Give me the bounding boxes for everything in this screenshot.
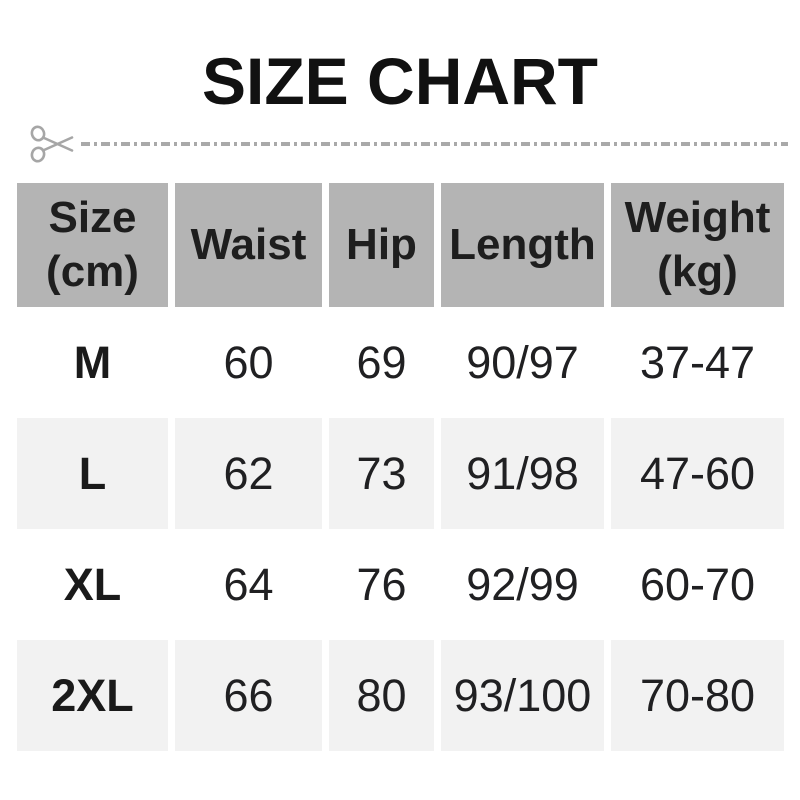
cell-m-size: M bbox=[17, 307, 168, 418]
header-cell-hip: Hip bbox=[329, 183, 434, 307]
cell-2xl-size: 2XL bbox=[17, 640, 168, 751]
cell-xl-weight: 60-70 bbox=[611, 529, 784, 640]
cell-xl-hip: 76 bbox=[329, 529, 434, 640]
header-cell-size: Size (cm) bbox=[17, 183, 168, 307]
cell-xl-size: XL bbox=[17, 529, 168, 640]
header-cell-length: Length bbox=[441, 183, 604, 307]
cell-l-length: 91/98 bbox=[441, 418, 604, 529]
size-chart-table: Size (cm) Waist Hip Length Weight (kg) M… bbox=[17, 183, 784, 751]
cell-m-weight: 37-47 bbox=[611, 307, 784, 418]
cell-2xl-length: 93/100 bbox=[441, 640, 604, 751]
cell-2xl-hip: 80 bbox=[329, 640, 434, 751]
cell-2xl-weight: 70-80 bbox=[611, 640, 784, 751]
cell-m-waist: 60 bbox=[175, 307, 322, 418]
cell-l-size: L bbox=[17, 418, 168, 529]
cell-l-waist: 62 bbox=[175, 418, 322, 529]
dashed-cut-line bbox=[81, 142, 788, 146]
cell-m-hip: 69 bbox=[329, 307, 434, 418]
cell-2xl-waist: 66 bbox=[175, 640, 322, 751]
header-cell-waist: Waist bbox=[175, 183, 322, 307]
cell-l-weight: 47-60 bbox=[611, 418, 784, 529]
cell-l-hip: 73 bbox=[329, 418, 434, 529]
cell-xl-waist: 64 bbox=[175, 529, 322, 640]
cell-xl-length: 92/99 bbox=[441, 529, 604, 640]
header-cell-weight: Weight (kg) bbox=[611, 183, 784, 307]
cut-line bbox=[30, 124, 788, 164]
scissors-icon bbox=[30, 125, 74, 163]
page-title: SIZE CHART bbox=[202, 44, 598, 118]
cell-m-length: 90/97 bbox=[441, 307, 604, 418]
